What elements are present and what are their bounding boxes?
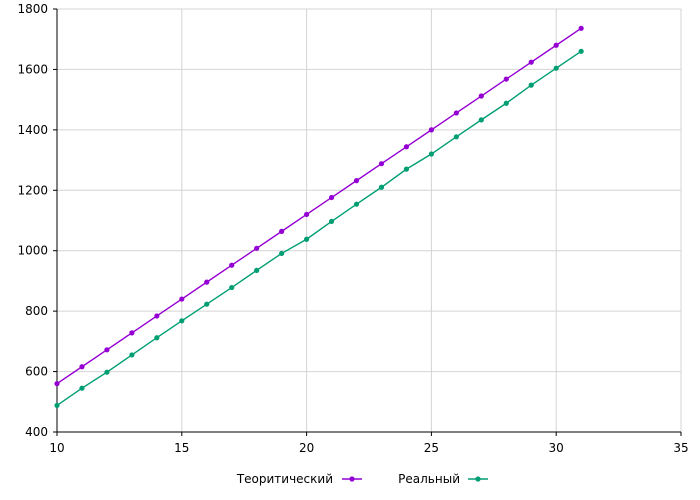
data-point [453, 134, 459, 140]
data-point [79, 385, 85, 391]
data-point [503, 100, 509, 106]
legend-label: Теоритический [236, 472, 333, 486]
data-point [154, 335, 160, 341]
y-tick-label: 600 [25, 365, 48, 379]
data-point [403, 144, 410, 150]
data-point [279, 228, 285, 234]
series-2 [54, 48, 584, 409]
y-tick-label: 800 [25, 304, 48, 318]
series-line [56, 50, 582, 406]
data-point [578, 25, 584, 31]
data-point [254, 245, 260, 251]
data-point [478, 117, 484, 123]
data-point [378, 161, 385, 167]
x-tick-label: 30 [549, 441, 564, 455]
data-point [104, 369, 110, 375]
data-point [129, 330, 135, 336]
x-tick-label: 35 [673, 441, 688, 455]
data-point [154, 313, 160, 319]
data-point [54, 381, 60, 387]
data-point [304, 236, 310, 242]
y-tick-label: 1800 [17, 2, 48, 16]
y-tick-label: 1000 [17, 244, 48, 258]
data-point [428, 127, 434, 133]
data-point [453, 110, 459, 116]
y-tick-label: 400 [25, 425, 48, 439]
legend-swatch-point [475, 476, 481, 482]
y-tick-label: 1200 [17, 183, 48, 197]
data-point [353, 178, 360, 184]
x-tick-label: 15 [174, 441, 189, 455]
data-point [428, 151, 434, 157]
data-point [503, 76, 509, 82]
data-point [254, 267, 260, 273]
legend: Теоритический Реальный [236, 472, 488, 486]
data-point [353, 201, 360, 207]
axes: 10 15 20 25 30 35 400 600 800 1000 1200 1400 1600 180… [17, 2, 688, 455]
data-point [279, 250, 285, 257]
data-point [179, 296, 185, 302]
data-point [54, 402, 60, 409]
x-tick-label: 25 [424, 441, 439, 455]
series-group [54, 25, 584, 409]
y-tick-label: 1600 [17, 62, 48, 76]
data-point [179, 318, 185, 324]
data-point [578, 48, 584, 54]
legend-swatch-point [349, 476, 355, 482]
data-point [304, 211, 310, 218]
data-point [129, 352, 135, 358]
data-point [553, 42, 559, 48]
legend-label: Реальный [398, 472, 460, 486]
data-point [328, 218, 335, 225]
data-point [528, 59, 534, 65]
data-point [104, 347, 110, 353]
y-tick-label: 1400 [17, 123, 48, 137]
data-point [553, 65, 559, 71]
data-point [79, 364, 85, 370]
data-point [229, 284, 235, 291]
data-point [528, 82, 534, 88]
data-point [204, 279, 210, 285]
data-point [204, 301, 210, 307]
data-point [328, 194, 335, 201]
series-1 [54, 25, 584, 387]
data-point [478, 93, 484, 99]
grid [56, 8, 682, 433]
data-point [378, 184, 385, 190]
x-tick-label: 10 [49, 441, 64, 455]
data-point [229, 262, 235, 268]
x-tick-label: 20 [299, 441, 314, 455]
data-point [403, 166, 410, 172]
series-line [56, 27, 582, 385]
